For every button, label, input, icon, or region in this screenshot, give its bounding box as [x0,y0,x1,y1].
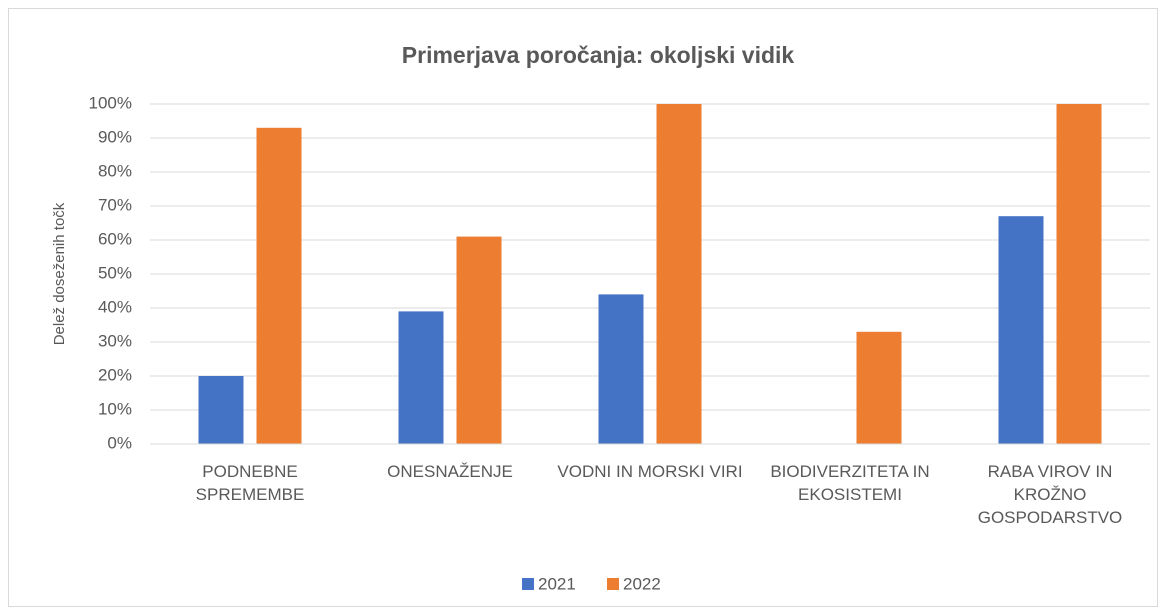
chart-title: Primerjava poročanja: okoljski vidik [402,42,795,68]
y-tick-label: 40% [98,297,132,316]
y-tick-label: 10% [98,399,132,418]
bar [998,216,1044,444]
x-tick-label: PODNEBNE SPREMEMBE [195,462,305,504]
y-tick-label: 80% [98,161,132,180]
x-tick-label: BIODIVERZITETA IN EKOSISTEMI [770,462,930,504]
y-axis-label: Delež doseženih točk [51,202,68,345]
y-tick-label: 30% [98,331,132,350]
bar [1056,104,1102,444]
legend-swatch [522,578,534,590]
bar [656,104,702,444]
x-tick-label: ONESNAŽENJE [387,462,513,481]
legend-label: 2022 [623,574,661,593]
legend-swatch [607,578,619,590]
bar [198,376,244,444]
y-tick-label: 100% [89,93,132,112]
bar [256,127,302,445]
y-tick-label: 90% [98,127,132,146]
legend-label: 2021 [538,574,576,593]
y-tick-label: 20% [98,365,132,384]
y-tick-label: 70% [98,195,132,214]
x-tick-label: VODNI IN MORSKI VIRI [557,462,743,481]
bar [456,236,502,444]
y-tick-label: 60% [98,229,132,248]
y-tick-label: 0% [107,433,132,452]
y-tick-label: 50% [98,263,132,282]
bar [598,294,644,444]
bar [856,331,902,444]
x-tick-label: RABA VIROV IN KROŽNO GOSPODARSTVO [977,462,1123,527]
bar [398,311,444,444]
